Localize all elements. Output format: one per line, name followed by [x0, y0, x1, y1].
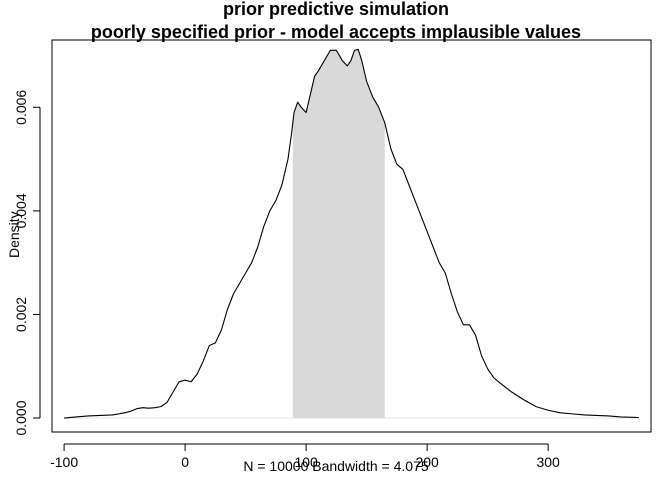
x-tick-label: 300	[536, 454, 560, 470]
chart-subtitle: poorly specified prior - model accepts i…	[90, 22, 582, 42]
x-tick-label: 100	[294, 454, 318, 470]
density-line	[64, 48, 639, 419]
x-tick-label: -100	[50, 454, 78, 470]
plot-frame	[51, 39, 652, 433]
x-tick-label: 200	[415, 454, 439, 470]
y-tick-label: 0.004	[13, 193, 29, 228]
shaded-interval	[292, 49, 385, 419]
y-tick-label: 0.006	[13, 90, 29, 125]
x-tick-label: 0	[181, 454, 189, 470]
y-tick-label: 0.000	[13, 400, 29, 435]
y-tick-label: 0.002	[13, 297, 29, 332]
x-axis-label: N = 10000 Bandwidth = 4.075	[243, 458, 429, 474]
chart-title: prior predictive simulation	[222, 0, 450, 19]
